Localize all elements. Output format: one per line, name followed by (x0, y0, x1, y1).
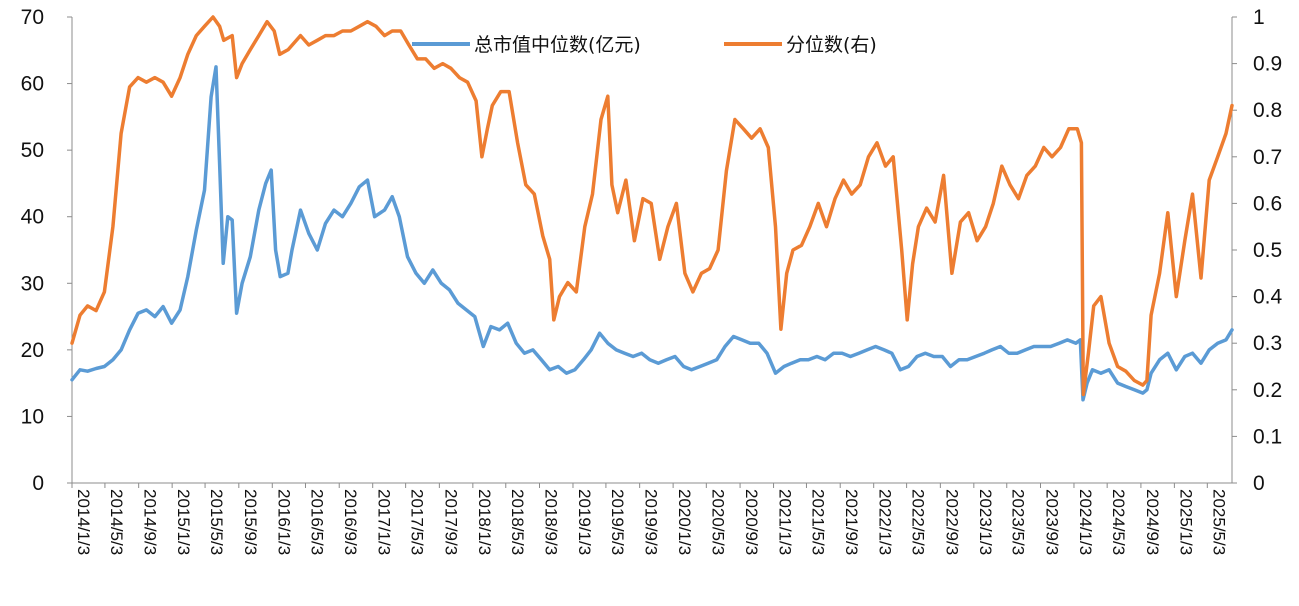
x-tick-label: 2017/1/3 (375, 489, 394, 555)
x-tick-label: 2023/5/3 (1009, 489, 1028, 555)
y-left-tick-label: 20 (21, 339, 44, 362)
y-right-tick-label: 0.5 (1253, 239, 1282, 262)
legend-label-percentile: 分位数(右) (786, 34, 877, 56)
x-tick-label: 2015/9/3 (241, 489, 260, 555)
y-left-tick-label: 40 (21, 206, 44, 229)
x-tick-label: 2022/1/3 (876, 489, 895, 555)
x-tick-label: 2021/9/3 (842, 489, 861, 555)
y-right-tick-label: 0.2 (1253, 379, 1282, 402)
y-right-tick-label: 0.8 (1253, 99, 1282, 122)
x-tick-label: 2019/9/3 (642, 489, 661, 555)
x-tick-label: 2021/5/3 (808, 489, 827, 555)
y-left-tick-label: 60 (21, 73, 44, 96)
x-tick-label: 2015/5/3 (207, 489, 226, 555)
y-right-tick-label: 0.9 (1253, 53, 1282, 76)
x-tick-label: 2025/5/3 (1209, 489, 1228, 555)
x-tick-label: 2014/1/3 (74, 489, 93, 555)
x-tick-label: 2025/1/3 (1176, 489, 1195, 555)
x-tick-label: 2023/1/3 (976, 489, 995, 555)
y-left-tick-label: 10 (21, 405, 44, 428)
x-tick-label: 2019/1/3 (575, 489, 594, 555)
x-tick-label: 2020/9/3 (742, 489, 761, 555)
x-tick-label: 2020/1/3 (675, 489, 694, 555)
x-tick-label: 2017/9/3 (441, 489, 460, 555)
x-tick-label: 2022/9/3 (942, 489, 961, 555)
series-layer (70, 15, 1234, 402)
x-tick-label: 2024/5/3 (1109, 489, 1128, 555)
x-tick-label: 2017/5/3 (408, 489, 427, 555)
y-right-tick-label: 0.7 (1253, 146, 1282, 169)
series-line-market-cap-median (70, 65, 1234, 402)
y-right-tick-label: 0.3 (1253, 332, 1282, 355)
x-tick-label: 2018/1/3 (475, 489, 494, 555)
y-right-tick-label: 1 (1253, 6, 1265, 29)
x-tick-label: 2021/1/3 (776, 489, 795, 555)
x-tick-label: 2014/9/3 (141, 489, 160, 555)
x-tick-label: 2019/5/3 (608, 489, 627, 555)
x-tick-label: 2015/1/3 (174, 489, 193, 555)
y-left-tick-label: 30 (21, 272, 44, 295)
x-tick-label: 2016/5/3 (307, 489, 326, 555)
chart-axes: 0 10 20 30 40 50 60 70 0 0.1 0.2 0.3 0.4 0.5 0.6 0.7 0.8… (21, 6, 1283, 555)
x-tick-label: 2016/9/3 (341, 489, 360, 555)
x-tick-label: 2014/5/3 (107, 489, 126, 555)
y-right-tick-label: 0.4 (1253, 286, 1283, 309)
x-tick-label: 2020/5/3 (708, 489, 727, 555)
y-right-tick-label: 0.1 (1253, 425, 1282, 448)
y-right-tick-label: 0 (1253, 472, 1265, 495)
x-tick-label: 2016/1/3 (274, 489, 293, 555)
y-left-tick-label: 50 (21, 139, 44, 162)
chart-legend: 总市值中位数(亿元) 分位数(右) (412, 34, 877, 56)
y-left-tick-label: 70 (21, 6, 44, 29)
legend-label-market-cap: 总市值中位数(亿元) (474, 34, 641, 56)
x-tick-label: 2023/9/3 (1042, 489, 1061, 555)
series-line-percentile (70, 15, 1234, 397)
x-tick-label: 2022/5/3 (909, 489, 928, 555)
y-right-tick-label: 0.6 (1253, 192, 1282, 215)
x-tick-label: 2024/1/3 (1076, 489, 1095, 555)
y-left-tick-label: 0 (32, 472, 44, 495)
x-tick-label: 2018/9/3 (542, 489, 561, 555)
x-tick-label: 2018/5/3 (508, 489, 527, 555)
x-tick-label: 2024/9/3 (1143, 489, 1162, 555)
